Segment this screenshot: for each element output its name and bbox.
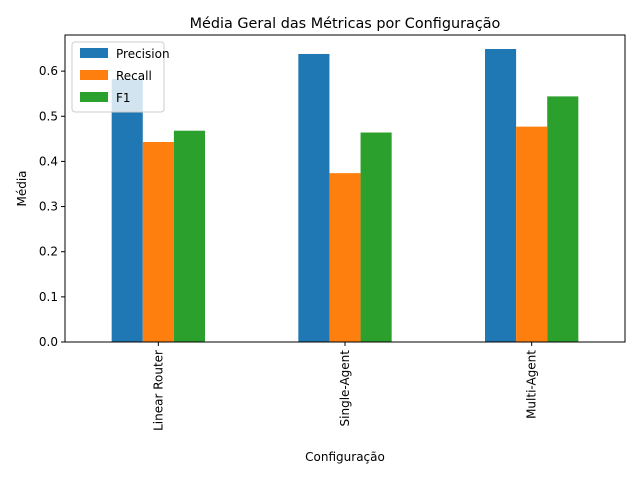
bar-recall-2 <box>516 126 548 342</box>
y-tick-label: 0.0 <box>39 335 58 349</box>
bar-f1-1 <box>360 132 392 342</box>
x-tick-label: Multi-Agent <box>525 350 539 419</box>
bar-f1-0 <box>173 130 205 342</box>
y-tick-label: 0.4 <box>39 154 58 168</box>
x-axis-label: Configuração <box>305 450 385 464</box>
x-axis-ticks: Linear Router Single-Agent Multi-Agent <box>151 342 539 431</box>
bar-precision-0 <box>111 79 143 343</box>
y-axis-label: Média <box>15 170 29 206</box>
legend-swatch <box>80 70 108 80</box>
legend-label: Recall <box>116 69 152 83</box>
legend-swatch <box>80 48 108 58</box>
x-tick-label: Linear Router <box>151 350 165 431</box>
y-tick-label: 0.5 <box>39 109 58 123</box>
legend-label: F1 <box>116 91 131 105</box>
y-tick-label: 0.6 <box>39 64 58 78</box>
legend: Precision Recall F1 <box>71 41 170 113</box>
bar-precision-2 <box>485 48 517 343</box>
plot-frame <box>64 34 626 343</box>
y-tick-label: 0.3 <box>39 200 58 214</box>
bar-recall-1 <box>329 173 361 342</box>
chart-title: Média Geral das Métricas por Configuraçã… <box>190 16 501 32</box>
bar-precision-1 <box>298 53 330 343</box>
bars-group <box>111 48 579 343</box>
x-tick-label: Single-Agent <box>338 350 352 427</box>
legend-label: Precision <box>116 47 170 61</box>
y-axis-ticks: 0.0 0.1 0.2 0.3 0.4 0.5 0.6 <box>39 64 65 349</box>
bar-recall-0 <box>142 141 174 342</box>
y-tick-label: 0.2 <box>39 245 58 259</box>
y-tick-label: 0.1 <box>39 290 58 304</box>
bar-f1-2 <box>547 96 579 343</box>
legend-swatch <box>80 92 108 102</box>
